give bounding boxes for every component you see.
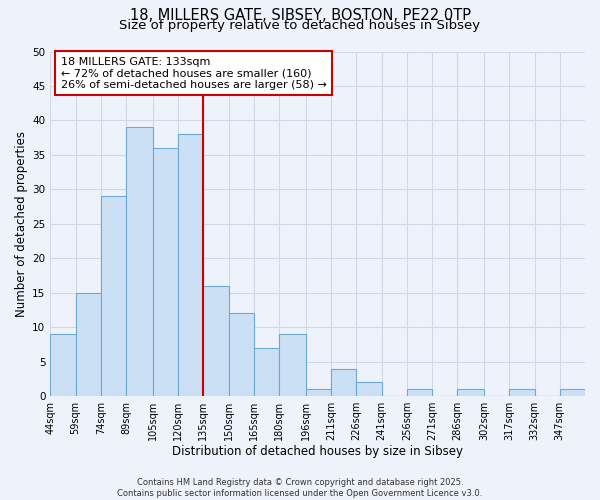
Bar	[126, 128, 153, 396]
Bar	[101, 196, 126, 396]
Bar	[331, 368, 356, 396]
Text: 18 MILLERS GATE: 133sqm
← 72% of detached houses are smaller (160)
26% of semi-d: 18 MILLERS GATE: 133sqm ← 72% of detache…	[61, 56, 327, 90]
Bar	[203, 286, 229, 396]
Bar	[457, 389, 484, 396]
Bar	[254, 348, 279, 396]
Text: 18, MILLERS GATE, SIBSEY, BOSTON, PE22 0TP: 18, MILLERS GATE, SIBSEY, BOSTON, PE22 0…	[130, 8, 470, 22]
Bar	[76, 292, 101, 396]
Bar	[153, 148, 178, 396]
Bar	[509, 389, 535, 396]
Bar	[306, 389, 331, 396]
Bar	[50, 334, 76, 396]
Bar	[560, 389, 585, 396]
Bar	[356, 382, 382, 396]
X-axis label: Distribution of detached houses by size in Sibsey: Distribution of detached houses by size …	[172, 444, 463, 458]
Bar	[229, 314, 254, 396]
Bar	[407, 389, 432, 396]
Text: Size of property relative to detached houses in Sibsey: Size of property relative to detached ho…	[119, 18, 481, 32]
Bar	[279, 334, 306, 396]
Bar	[178, 134, 203, 396]
Y-axis label: Number of detached properties: Number of detached properties	[15, 131, 28, 317]
Text: Contains HM Land Registry data © Crown copyright and database right 2025.
Contai: Contains HM Land Registry data © Crown c…	[118, 478, 482, 498]
